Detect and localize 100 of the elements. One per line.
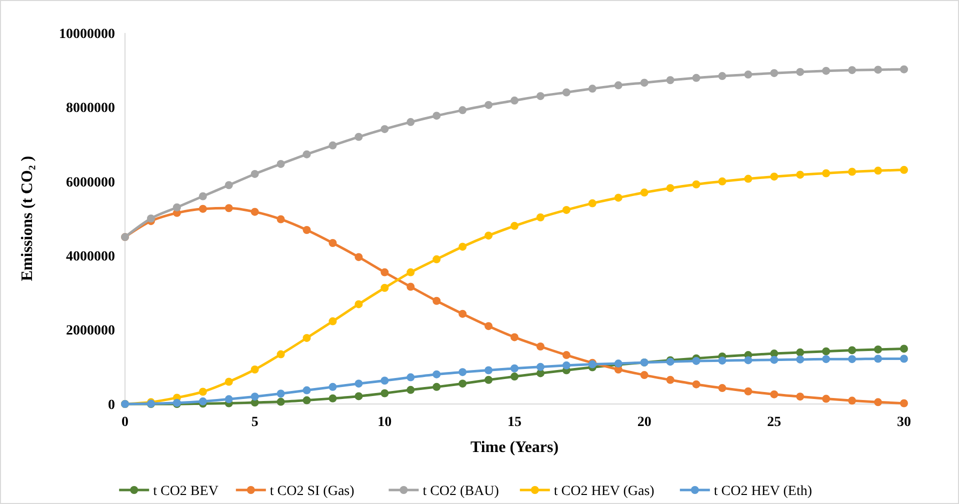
point (224, 395, 233, 404)
point (874, 66, 882, 74)
point (900, 166, 908, 174)
point (458, 242, 467, 251)
x-tick-label: 5 (251, 415, 258, 430)
point (198, 192, 207, 200)
x-axis-title: Time (Years) (470, 439, 559, 456)
legend-label: t CO2 (BAU) (422, 484, 500, 499)
y-tick-label: 2000000 (66, 324, 115, 339)
point (796, 170, 804, 179)
point (874, 166, 882, 175)
point (770, 69, 778, 78)
point (900, 65, 908, 74)
point (718, 177, 726, 186)
point (796, 68, 804, 76)
point (692, 356, 700, 365)
point (380, 389, 389, 398)
point (458, 106, 467, 114)
point (796, 348, 804, 356)
point (848, 396, 856, 405)
point (822, 66, 830, 75)
legend-label: t CO2 SI (Gas) (270, 484, 355, 499)
point (198, 204, 207, 213)
point (900, 354, 908, 363)
point (146, 214, 155, 222)
legend-label: t CO2 HEV (Gas) (554, 484, 655, 499)
point (250, 392, 259, 401)
point (588, 84, 596, 93)
point (744, 356, 752, 364)
point (458, 368, 467, 376)
point (276, 215, 285, 224)
point (614, 81, 622, 90)
point (406, 268, 415, 276)
point (224, 181, 233, 190)
point (848, 355, 856, 364)
y-axis-title: Emissions (t CO₂ ) (19, 156, 36, 282)
point (822, 347, 830, 356)
point (380, 284, 389, 292)
point (432, 296, 441, 305)
x-tick-label: 15 (508, 415, 522, 430)
point (354, 253, 363, 262)
point (900, 399, 908, 408)
point (536, 342, 544, 350)
y-tick-label: 6000000 (66, 175, 115, 190)
point (562, 206, 570, 214)
point (718, 384, 726, 392)
point (406, 386, 415, 394)
point (276, 398, 285, 406)
point (510, 372, 518, 381)
point (718, 356, 726, 365)
point (458, 380, 467, 388)
point (328, 394, 337, 402)
point (328, 317, 337, 326)
point (822, 394, 830, 403)
point (432, 370, 441, 378)
x-tick-label: 20 (637, 415, 652, 430)
point (874, 354, 882, 363)
point (640, 188, 648, 197)
point (484, 100, 493, 109)
point (874, 345, 882, 354)
point (510, 333, 518, 342)
point (224, 204, 233, 212)
point (848, 66, 856, 74)
point (666, 184, 674, 192)
point (328, 238, 337, 247)
point (796, 392, 804, 401)
point (380, 268, 389, 276)
point (666, 76, 674, 84)
legend-label: t CO2 BEV (153, 484, 218, 499)
point (406, 282, 415, 291)
point (406, 118, 415, 126)
point (770, 172, 778, 181)
point (796, 355, 804, 364)
point (198, 397, 207, 406)
point (458, 310, 467, 318)
point (354, 380, 363, 388)
point (510, 222, 518, 230)
point (640, 78, 648, 87)
point (354, 300, 363, 308)
point (354, 392, 363, 400)
point (822, 355, 830, 364)
point (692, 380, 700, 388)
point (510, 364, 518, 372)
point (666, 376, 674, 384)
point (406, 373, 415, 382)
point (484, 232, 493, 240)
point (562, 351, 570, 360)
y-tick-label: 8000000 (66, 101, 115, 116)
point (224, 378, 233, 386)
point (302, 396, 311, 404)
point (718, 72, 726, 80)
point (484, 376, 493, 384)
point (250, 208, 259, 216)
point (536, 92, 544, 100)
point (328, 141, 337, 150)
point (822, 169, 830, 178)
point (848, 346, 856, 354)
point (770, 390, 778, 398)
point (198, 388, 207, 396)
point (744, 174, 752, 183)
